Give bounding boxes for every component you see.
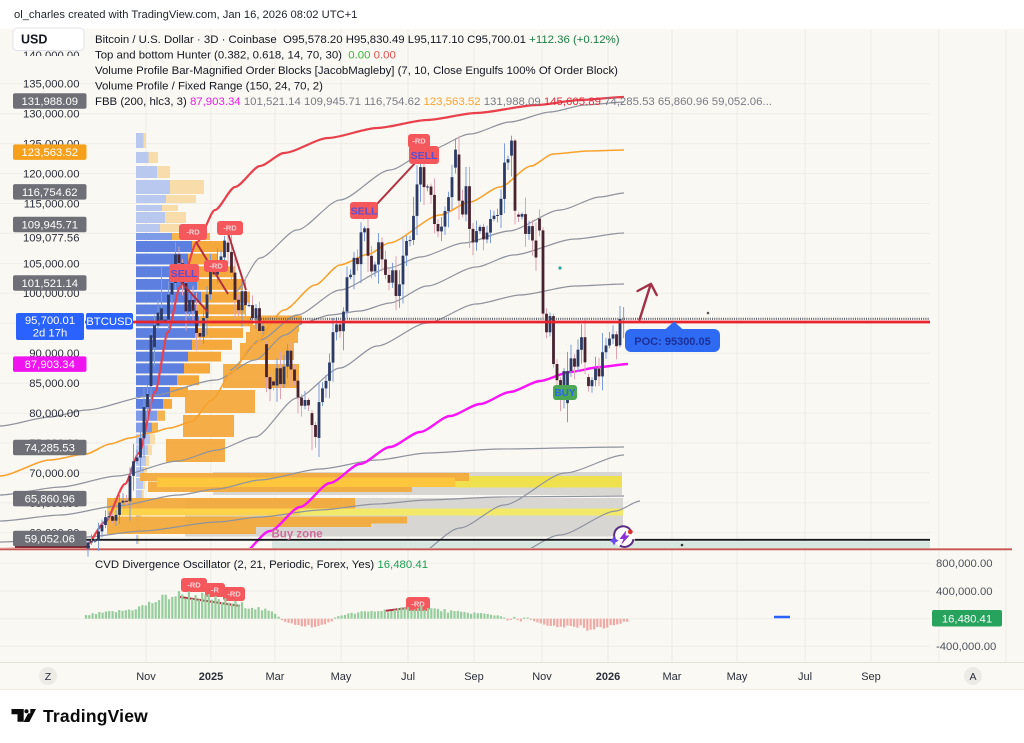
svg-text:Mar: Mar [266, 671, 285, 683]
svg-text:2026: 2026 [596, 671, 620, 683]
svg-text:-R: -R [211, 586, 219, 595]
svg-text:59,052.06: 59,052.06 [25, 534, 75, 546]
svg-text:140,000.00: 140,000.00 [23, 50, 80, 62]
svg-text:USD: USD [21, 33, 47, 47]
svg-text:May: May [331, 671, 352, 683]
svg-text:85,000.00: 85,000.00 [29, 378, 79, 390]
svg-text:105,000.00: 105,000.00 [23, 258, 80, 270]
svg-text:109,945.71: 109,945.71 [21, 220, 78, 232]
svg-text:101,521.14: 101,521.14 [21, 278, 78, 290]
svg-text:-RD: -RD [209, 262, 223, 271]
svg-text:Mar: Mar [663, 671, 682, 683]
svg-text:Sep: Sep [464, 671, 484, 683]
svg-text:80,000.00: 80,000.00 [29, 408, 79, 420]
svg-text:131,988.09: 131,988.09 [21, 96, 78, 108]
svg-text:-RD: -RD [412, 137, 426, 146]
svg-text:-RD: -RD [227, 590, 241, 599]
svg-text:16,480.41: 16,480.41 [942, 614, 992, 626]
svg-text:-RD: -RD [411, 600, 425, 609]
svg-text:SELL: SELL [171, 268, 198, 280]
svg-text:95,700.01: 95,700.01 [25, 315, 75, 327]
svg-text:100,000.00: 100,000.00 [23, 288, 80, 300]
svg-text:TradingView: TradingView [43, 706, 148, 726]
svg-text:70,000.00: 70,000.00 [29, 468, 79, 480]
svg-text:115,000.00: 115,000.00 [24, 198, 80, 210]
svg-text:109,077.56: 109,077.56 [23, 233, 80, 245]
svg-text:BUY: BUY [554, 388, 575, 399]
svg-text:87,903.34: 87,903.34 [25, 359, 75, 371]
svg-text:116,754.62: 116,754.62 [22, 187, 78, 199]
svg-text:120,000.00: 120,000.00 [23, 169, 80, 181]
svg-text:2025: 2025 [199, 671, 223, 683]
svg-text:SELL: SELL [411, 150, 438, 162]
svg-text:135,000.00: 135,000.00 [23, 79, 80, 91]
svg-text:65,860.96: 65,860.96 [25, 494, 75, 506]
svg-text:Volume Profile / Fixed Range (: Volume Profile / Fixed Range (150, 24, 7… [95, 81, 323, 93]
svg-text:Z: Z [45, 671, 52, 683]
svg-text:2d 17h: 2d 17h [33, 328, 68, 340]
svg-text:130,000.00: 130,000.00 [23, 109, 80, 121]
svg-text:Volume Profile Bar-Magnified O: Volume Profile Bar-Magnified Order Block… [95, 65, 618, 77]
svg-text:-RD: -RD [223, 224, 237, 233]
svg-text:800,000.00: 800,000.00 [936, 558, 993, 570]
svg-text:FBB (200, hlc3, 3) 87,903.34 1: FBB (200, hlc3, 3) 87,903.34 101,521.14 … [95, 96, 772, 108]
svg-text:Nov: Nov [532, 671, 552, 683]
svg-text:Buy zone: Buy zone [272, 529, 323, 541]
svg-text:Jul: Jul [798, 671, 812, 683]
svg-text:123,563.52: 123,563.52 [21, 147, 78, 159]
svg-text:SELL: SELL [351, 205, 378, 217]
svg-text:-RD: -RD [186, 228, 200, 237]
svg-text:ol_charles created with Tradin: ol_charles created with TradingView.com,… [14, 9, 357, 21]
svg-text:Bitcoin / U.S. Dollar · 3D · C: Bitcoin / U.S. Dollar · 3D · Coinbase O9… [95, 34, 620, 46]
svg-text:Top and bottom Hunter (0.382,: Top and bottom Hunter (0.382, 0.618, 14,… [95, 50, 396, 62]
svg-text:400,000.00: 400,000.00 [936, 586, 993, 598]
svg-text:Sep: Sep [861, 671, 881, 683]
svg-text:Nov: Nov [136, 671, 156, 683]
svg-text:Jul: Jul [401, 671, 415, 683]
svg-text:A: A [969, 671, 976, 683]
svg-text:BTCUSD: BTCUSD [86, 316, 132, 328]
svg-text:-400,000.00: -400,000.00 [936, 641, 996, 653]
svg-text:-RD: -RD [187, 581, 201, 590]
svg-text:74,285.53: 74,285.53 [25, 443, 75, 455]
svg-text:CVD Divergence Oscillator (2,: CVD Divergence Oscillator (2, 21, Period… [95, 559, 428, 571]
svg-text:POC: 95300.05: POC: 95300.05 [634, 336, 710, 348]
svg-text:May: May [727, 671, 748, 683]
